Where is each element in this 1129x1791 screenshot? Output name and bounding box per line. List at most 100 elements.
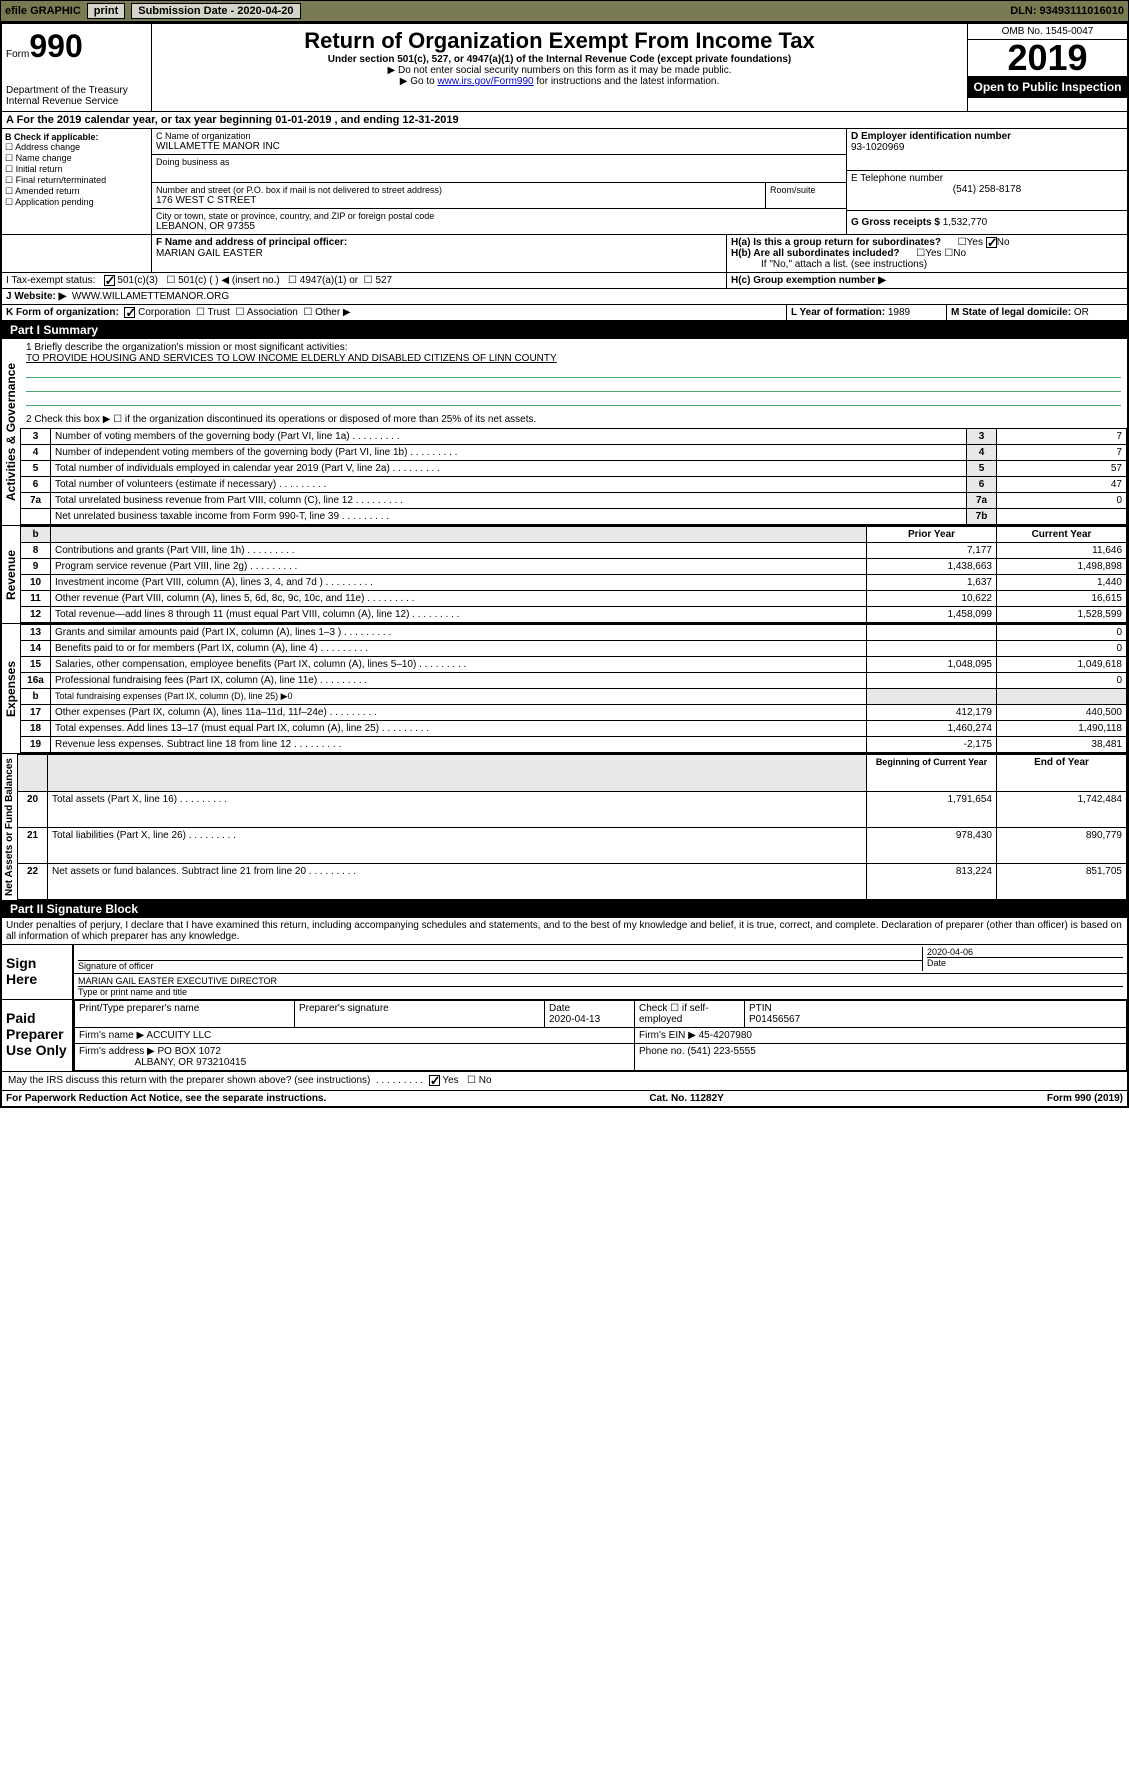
prep-sig-label: Preparer's signature: [295, 1001, 545, 1028]
part1-governance: Activities & Governance 1 Briefly descri…: [2, 339, 1127, 525]
i-label: I Tax-exempt status:: [6, 275, 95, 286]
firm-addr: PO BOX 1072: [158, 1046, 221, 1057]
type-name-label: Type or print name and title: [78, 987, 1123, 997]
section-i: I Tax-exempt status: 501(c)(3) ☐ 501(c) …: [2, 273, 1127, 289]
room-label: Room/suite: [766, 183, 846, 208]
c-name-label: C Name of organization: [156, 131, 842, 141]
section-bcdefg: B Check if applicable: ☐ Address change …: [2, 129, 1127, 235]
form-990: Form990 Department of the Treasury Inter…: [0, 22, 1129, 1108]
mission: TO PROVIDE HOUSING AND SERVICES TO LOW I…: [26, 353, 1121, 364]
website: WWW.WILLAMETTEMANOR.ORG: [72, 291, 229, 302]
net-table: Beginning of Current YearEnd of Year20To…: [17, 754, 1127, 900]
sign-here-label: Sign Here: [2, 945, 72, 999]
revenue-table: bPrior YearCurrent Year8Contributions an…: [20, 526, 1127, 623]
irs-link[interactable]: www.irs.gov/Form990: [437, 76, 533, 87]
paperwork-notice: For Paperwork Reduction Act Notice, see …: [6, 1093, 326, 1104]
g-label: G Gross receipts $: [851, 217, 940, 228]
section-j: J Website: ▶ WWW.WILLAMETTEMANOR.ORG: [2, 289, 1127, 305]
firm-phone: (541) 223-5555: [687, 1046, 755, 1057]
form-header: Form990 Department of the Treasury Inter…: [2, 24, 1127, 112]
sig-officer-label: Signature of officer: [78, 961, 922, 971]
l-label: L Year of formation:: [791, 307, 885, 318]
k-label: K Form of organization:: [6, 307, 119, 318]
submission-date: Submission Date - 2020-04-20: [131, 3, 300, 19]
form-number: 990: [29, 28, 82, 64]
irs-label: Internal Revenue Service: [6, 96, 147, 107]
check-self-employed[interactable]: Check ☐ if self-employed: [635, 1001, 745, 1028]
gross-receipts: 1,532,770: [943, 217, 988, 228]
open-inspection: Open to Public Inspection: [968, 76, 1127, 98]
org-name: WILLAMETTE MANOR INC: [156, 141, 842, 152]
firm-ein: 45-4207980: [699, 1030, 752, 1041]
year-formation: 1989: [888, 307, 910, 318]
part2-header: Part II Signature Block: [2, 900, 1127, 918]
governance-table: 3Number of voting members of the governi…: [20, 428, 1127, 525]
top-bar: efile GRAPHIC print Submission Date - 20…: [0, 0, 1129, 22]
officer-name: MARIAN GAIL EASTER: [156, 248, 722, 259]
subtitle-2: ▶ Do not enter social security numbers o…: [156, 65, 963, 76]
date-label: Date: [927, 958, 1123, 968]
form-title: Return of Organization Exempt From Incom…: [156, 28, 963, 54]
vert-revenue: Revenue: [2, 526, 20, 623]
line1: 1 Briefly describe the organization's mi…: [26, 342, 1121, 353]
b-label: B Check if applicable:: [5, 132, 148, 142]
paid-preparer-label: Paid Preparer Use Only: [2, 1000, 72, 1071]
check-corp[interactable]: [124, 307, 135, 318]
check-app[interactable]: ☐ Application pending: [5, 197, 148, 208]
section-a: A For the 2019 calendar year, or tax yea…: [2, 112, 1127, 129]
perjury-text: Under penalties of perjury, I declare th…: [2, 918, 1127, 944]
hb-note: If "No," attach a list. (see instruction…: [731, 259, 1123, 270]
footer: For Paperwork Reduction Act Notice, see …: [2, 1090, 1127, 1106]
sign-here-section: Sign Here Signature of officer 2020-04-0…: [2, 944, 1127, 1000]
check-initial[interactable]: ☐ Initial return: [5, 164, 148, 175]
discuss-row: May the IRS discuss this return with the…: [2, 1071, 1127, 1089]
dept-treasury: Department of the Treasury: [6, 85, 147, 96]
hb: H(b) Are all subordinates included? ☐Yes…: [731, 248, 1123, 259]
part1-netassets: Net Assets or Fund Balances Beginning of…: [2, 753, 1127, 900]
firm-city: ALBANY, OR 973210415: [135, 1057, 247, 1068]
expenses-table: 13Grants and similar amounts paid (Part …: [20, 624, 1127, 753]
ptin: P01456567: [749, 1014, 800, 1025]
prep-name-label: Print/Type preparer's name: [75, 1001, 295, 1028]
f-label: F Name and address of principal officer:: [156, 237, 722, 248]
city-label: City or town, state or province, country…: [156, 211, 842, 221]
dba-label: Doing business as: [156, 157, 842, 167]
check-final[interactable]: ☐ Final return/terminated: [5, 175, 148, 186]
m-label: M State of legal domicile:: [951, 307, 1071, 318]
city: LEBANON, OR 97355: [156, 221, 842, 232]
street-label: Number and street (or P.O. box if mail i…: [156, 185, 761, 195]
part1-expenses: Expenses 13Grants and similar amounts pa…: [2, 623, 1127, 753]
discuss-yes[interactable]: [429, 1075, 440, 1086]
sig-date: 2020-04-06: [927, 947, 1123, 958]
cat-no: Cat. No. 11282Y: [649, 1093, 723, 1104]
part1-revenue: Revenue bPrior YearCurrent Year8Contribu…: [2, 525, 1127, 623]
j-label: J Website: ▶: [6, 291, 66, 302]
section-b: B Check if applicable: ☐ Address change …: [2, 129, 152, 234]
form-label: Form: [6, 49, 29, 60]
check-address[interactable]: ☐ Address change: [5, 142, 148, 153]
part1-header: Part I Summary: [2, 321, 1127, 339]
line2: 2 Check this box ▶ ☐ if the organization…: [26, 414, 1121, 425]
section-fh: F Name and address of principal officer:…: [2, 235, 1127, 273]
vert-governance: Activities & Governance: [2, 339, 20, 525]
hc: H(c) Group exemption number ▶: [731, 275, 886, 286]
tax-year: 2019: [968, 40, 1127, 76]
d-label: D Employer identification number: [851, 131, 1123, 142]
firm-name: ACCUITY LLC: [146, 1030, 211, 1041]
efile-label: efile GRAPHIC: [5, 5, 81, 17]
officer-typed-name: MARIAN GAIL EASTER EXECUTIVE DIRECTOR: [78, 976, 1123, 987]
check-amended[interactable]: ☐ Amended return: [5, 186, 148, 197]
section-klm: K Form of organization: Corporation ☐ Tr…: [2, 305, 1127, 321]
phone: (541) 258-8178: [851, 184, 1123, 195]
prep-date: 2020-04-13: [549, 1014, 600, 1025]
ein: 93-1020969: [851, 142, 1123, 153]
dln: DLN: 93493111016010: [1010, 5, 1124, 17]
e-label: E Telephone number: [851, 173, 1123, 184]
state-domicile: OR: [1074, 307, 1089, 318]
subtitle-1: Under section 501(c), 527, or 4947(a)(1)…: [156, 54, 963, 65]
vert-net: Net Assets or Fund Balances: [2, 754, 17, 900]
check-501c3[interactable]: [104, 275, 115, 286]
print-button[interactable]: print: [87, 3, 125, 19]
ha: H(a) Is this a group return for subordin…: [731, 237, 1123, 248]
check-name[interactable]: ☐ Name change: [5, 153, 148, 164]
